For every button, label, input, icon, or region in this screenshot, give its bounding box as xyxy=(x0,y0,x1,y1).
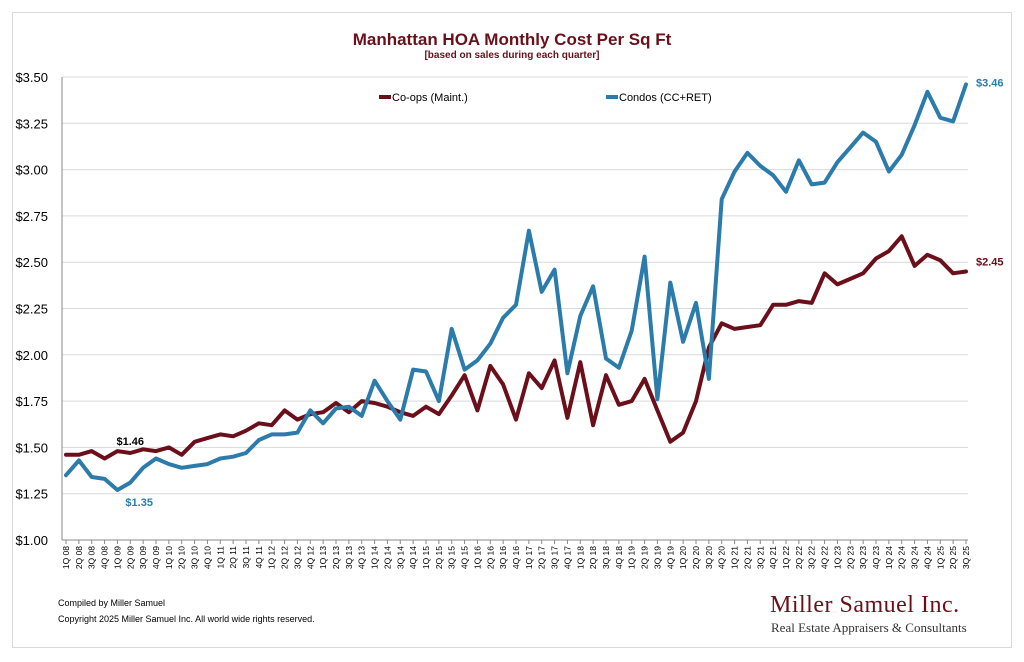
x-tick-label: 3Q 21 xyxy=(755,546,765,569)
brand-logo-text: Miller Samuel Inc. xyxy=(770,592,960,618)
x-tick-label: 3Q 19 xyxy=(652,546,662,569)
y-tick-label: $2.50 xyxy=(15,255,48,270)
x-tick-label: 3Q 24 xyxy=(910,546,920,569)
x-tick-label: 3Q 25 xyxy=(961,546,971,569)
data-label: $2.45 xyxy=(976,256,1004,268)
x-tick-label: 4Q 18 xyxy=(614,546,624,569)
x-tick-label: 2Q 23 xyxy=(845,546,855,569)
x-tick-label: 2Q 09 xyxy=(125,546,135,569)
y-tick-label: $2.25 xyxy=(15,302,48,317)
x-tick-label: 1Q 15 xyxy=(421,546,431,569)
x-tick-label: 2Q 16 xyxy=(485,546,495,569)
x-tick-label: 4Q 23 xyxy=(871,546,881,569)
x-tick-label: 1Q 16 xyxy=(472,546,482,569)
x-tick-label: 1Q 10 xyxy=(164,546,174,569)
y-tick-label: $1.25 xyxy=(15,487,48,502)
y-tick-label: $1.75 xyxy=(15,394,48,409)
x-tick-label: 4Q 14 xyxy=(408,546,418,569)
y-tick-label: $2.00 xyxy=(15,348,48,363)
x-tick-label: 2Q 12 xyxy=(280,546,290,569)
x-tick-label: 4Q 12 xyxy=(305,546,315,569)
x-tick-label: 2Q 21 xyxy=(742,546,752,569)
x-tick-label: 2Q 25 xyxy=(948,546,958,569)
x-tick-label: 2Q 14 xyxy=(382,546,392,569)
x-tick-label: 1Q 09 xyxy=(112,546,122,569)
x-tick-label: 4Q 09 xyxy=(151,546,161,569)
y-tick-label: $1.50 xyxy=(15,440,48,455)
x-tick-label: 2Q 13 xyxy=(331,546,341,569)
compiled-by-note: Compiled by Miller Samuel xyxy=(58,598,166,608)
x-tick-label: 3Q 10 xyxy=(190,546,200,569)
x-tick-label: 3Q 23 xyxy=(858,546,868,569)
x-tick-label: 4Q 08 xyxy=(100,546,110,569)
x-tick-label: 1Q 22 xyxy=(781,546,791,569)
x-tick-label: 4Q 24 xyxy=(922,546,932,569)
data-label: $1.35 xyxy=(125,497,153,509)
x-tick-label: 3Q 14 xyxy=(395,546,405,569)
x-tick-label: 4Q 13 xyxy=(357,546,367,569)
x-tick-label: 1Q 17 xyxy=(524,546,534,569)
x-tick-label: 2Q 24 xyxy=(897,546,907,569)
x-tick-label: 4Q 10 xyxy=(202,546,212,569)
x-tick-label: 2Q 18 xyxy=(588,546,598,569)
x-tick-label: 2Q 19 xyxy=(640,546,650,569)
x-tick-label: 3Q 18 xyxy=(601,546,611,569)
coops-series-line xyxy=(64,234,968,461)
x-tick-label: 1Q 24 xyxy=(884,546,894,569)
x-tick-label: 3Q 13 xyxy=(344,546,354,569)
copyright-note: Copyright 2025 Miller Samuel Inc. All wo… xyxy=(58,614,315,624)
x-tick-label: 1Q 14 xyxy=(370,546,380,569)
x-tick-label: 1Q 19 xyxy=(627,546,637,569)
x-tick-label: 3Q 22 xyxy=(807,546,817,569)
x-tick-label: 1Q 21 xyxy=(730,546,740,569)
x-tick-label: 3Q 12 xyxy=(292,546,302,569)
x-tick-label: 1Q 25 xyxy=(935,546,945,569)
x-tick-label: 4Q 11 xyxy=(254,546,264,569)
x-tick-label: 4Q 19 xyxy=(665,546,675,569)
x-tick-label: 3Q 15 xyxy=(447,546,457,569)
x-tick-label: 1Q 12 xyxy=(267,546,277,569)
chart-subtitle: [based on sales during each quarter] xyxy=(424,50,600,61)
x-tick-label: 2Q 20 xyxy=(691,546,701,569)
x-tick-label: 3Q 17 xyxy=(550,546,560,569)
x-tick-label: 2Q 11 xyxy=(228,546,238,569)
condos-legend-label: Condos (CC+RET) xyxy=(619,92,712,104)
condos-series-line xyxy=(64,82,968,492)
x-tick-label: 1Q 20 xyxy=(678,546,688,569)
chart-frame xyxy=(12,12,1012,648)
y-tick-label: $2.75 xyxy=(15,209,48,224)
x-tick-label: 4Q 16 xyxy=(511,546,521,569)
x-tick-label: 3Q 11 xyxy=(241,546,251,569)
coops-legend-label: Co-ops (Maint.) xyxy=(392,92,468,104)
x-tick-label: 2Q 15 xyxy=(434,546,444,569)
x-tick-label: 1Q 13 xyxy=(318,546,328,569)
x-tick-label: 3Q 09 xyxy=(138,546,148,569)
x-tick-label: 2Q 22 xyxy=(794,546,804,569)
x-tick-label: 4Q 22 xyxy=(820,546,830,569)
x-tick-label: 4Q 17 xyxy=(562,546,572,569)
x-tick-label: 4Q 15 xyxy=(460,546,470,569)
x-tick-label: 2Q 10 xyxy=(177,546,187,569)
x-tick-label: 4Q 21 xyxy=(768,546,778,569)
x-tick-label: 4Q 20 xyxy=(717,546,727,569)
brand-tagline: Real Estate Appraisers & Consultants xyxy=(771,620,967,635)
x-tick-label: 3Q 16 xyxy=(498,546,508,569)
x-tick-label: 3Q 20 xyxy=(704,546,714,569)
x-tick-label: 1Q 23 xyxy=(832,546,842,569)
x-tick-label: 1Q 11 xyxy=(215,546,225,569)
y-tick-label: $1.00 xyxy=(15,533,48,548)
x-tick-label: 3Q 08 xyxy=(87,546,97,569)
y-tick-label: $3.00 xyxy=(15,163,48,178)
x-tick-label: 1Q 08 xyxy=(61,546,71,569)
x-tick-label: 1Q 18 xyxy=(575,546,585,569)
y-tick-label: $3.50 xyxy=(15,70,48,85)
data-label: $3.46 xyxy=(976,77,1004,89)
chart-title: Manhattan HOA Monthly Cost Per Sq Ft xyxy=(352,30,672,49)
x-tick-label: 2Q 17 xyxy=(537,546,547,569)
x-tick-label: 2Q 08 xyxy=(74,546,84,569)
data-label: $1.46 xyxy=(117,436,145,448)
y-tick-label: $3.25 xyxy=(15,116,48,131)
